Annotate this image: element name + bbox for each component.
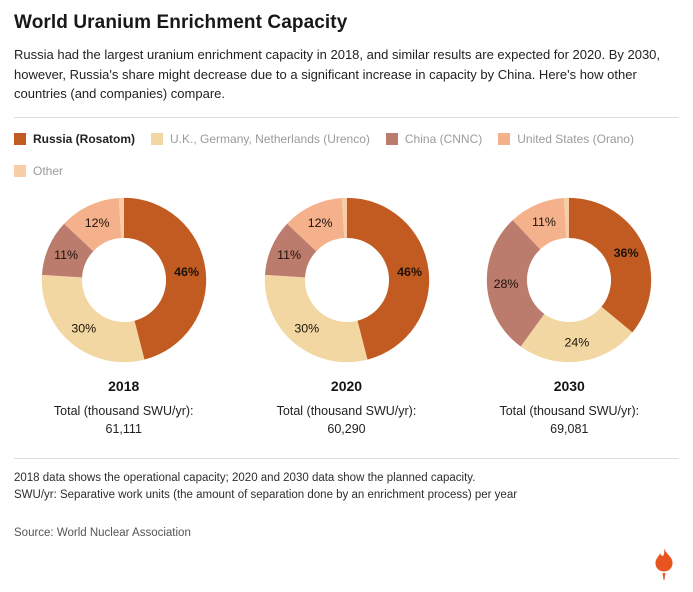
bottom-divider: [14, 457, 679, 459]
donut-slice-label: 11%: [277, 247, 301, 261]
donut-chart-2020: 46% 30% 11% 12% 2020 Total (thousand SWU/yr…: [237, 194, 456, 436]
legend: Russia (Rosatom) U.K., Germany, Netherla…: [14, 132, 679, 178]
donut-svg-2020: 46% 30% 11% 12%: [264, 197, 429, 362]
charts-row: 46% 30% 11% 12% 2018 Total (thousand SWU/yr…: [14, 194, 679, 436]
legend-item-china: China (CNNC): [385, 131, 483, 146]
legend-swatch-russia: [14, 132, 26, 145]
legend-swatch-urenco: [151, 132, 164, 145]
footnote-swu: SWU/yr: Separative work units (the amoun…: [14, 489, 518, 502]
footnote-capacity: 2018 data shows the operational capacity…: [14, 471, 476, 484]
legend-item-other: Other: [14, 164, 63, 178]
legend-label: United States (Orano): [517, 131, 634, 146]
intro-text: Russia had the largest uranium enrichmen…: [14, 47, 661, 101]
torch-flame-icon: [655, 548, 673, 572]
donut-slice-china-cnnc: [487, 219, 545, 346]
total-label: Total (thousand SWU/yr):: [499, 403, 640, 418]
donut-slice-label: 11%: [532, 215, 556, 229]
legend-label: U.K., Germany, Netherlands (Urenco): [170, 131, 370, 146]
legend-item-russia: Russia (Rosatom): [14, 132, 135, 146]
legend-swatch-china: [385, 132, 398, 145]
legend-item-us: United States (Orano): [498, 132, 634, 146]
torch-stem-icon: [662, 573, 666, 580]
donut-slice-label: 12%: [307, 215, 332, 229]
total-label: Total (thousand SWU/yr):: [276, 403, 417, 418]
legend-label: Russia (Rosatom): [33, 131, 136, 146]
donut-svg-2018: 46% 30% 11% 12%: [41, 197, 206, 362]
source-text: Source: World Nuclear Association: [14, 527, 191, 540]
legend-label: China (CNNC): [404, 131, 483, 146]
total-value: 61,111: [105, 421, 142, 436]
donut-svg-2030: 36% 24% 28% 11%: [487, 197, 652, 362]
donut-slice-label: 24%: [565, 335, 590, 349]
legend-swatch-other: [14, 164, 26, 177]
year-label: 2020: [330, 377, 363, 394]
donut-slice-label: 30%: [71, 321, 96, 335]
donut-slice-label: 46%: [397, 265, 422, 279]
total-value: 69,081: [550, 421, 589, 436]
donut-slice-u-k-germany-netherlands-urenco: [41, 274, 145, 362]
donut-slice-label: 12%: [84, 215, 109, 229]
donut-slice-united-states-orano: [63, 197, 122, 251]
donut-slice-u-k-germany-netherlands-urenco: [264, 274, 367, 362]
donut-slice-label: 28%: [494, 276, 519, 290]
rferl-torch-logo: [655, 548, 673, 580]
donut-slice-united-states-orano: [513, 197, 567, 249]
total-label: Total (thousand SWU/yr):: [53, 403, 194, 418]
donut-slice-label: 11%: [54, 247, 78, 261]
footnotes: 2018 data shows the operational capacity…: [14, 470, 679, 506]
year-label: 2018: [108, 377, 140, 394]
total-value: 60,290: [327, 421, 366, 436]
donut-slice-russia-rosatom: [569, 197, 652, 332]
donut-slice-china-cnnc: [264, 223, 316, 277]
infographic: World Uranium Enrichment Capacity Russia…: [14, 12, 679, 540]
donut-chart-2018: 46% 30% 11% 12% 2018 Total (thousand SWU/yr…: [14, 194, 233, 436]
donut-slice-china-cnnc: [41, 223, 94, 277]
page-title: World Uranium Enrichment Capacity: [14, 12, 348, 33]
top-divider: [14, 116, 679, 118]
donut-slice-russia-rosatom: [346, 197, 429, 360]
year-label: 2030: [553, 377, 585, 394]
donut-chart-2030: 36% 24% 28% 11% 2030 Total (thousand SWU/yr…: [460, 194, 679, 436]
footnote-block: 2018 data shows the operational capacity…: [14, 457, 679, 540]
donut-slice-united-states-orano: [286, 197, 344, 251]
legend-swatch-us: [498, 132, 511, 145]
donut-slice-russia-rosatom: [123, 197, 206, 360]
donut-slice-label: 46%: [174, 265, 199, 279]
donut-slice-u-k-germany-netherlands-urenco: [520, 306, 633, 362]
legend-label: Other: [33, 163, 64, 178]
legend-item-urenco: U.K., Germany, Netherlands (Urenco): [151, 132, 370, 146]
donut-slice-other: [118, 197, 124, 238]
donut-slice-label: 36%: [614, 246, 639, 260]
donut-slice-other: [564, 197, 570, 238]
donut-slice-other: [341, 197, 347, 238]
donut-slice-label: 30%: [294, 321, 319, 335]
